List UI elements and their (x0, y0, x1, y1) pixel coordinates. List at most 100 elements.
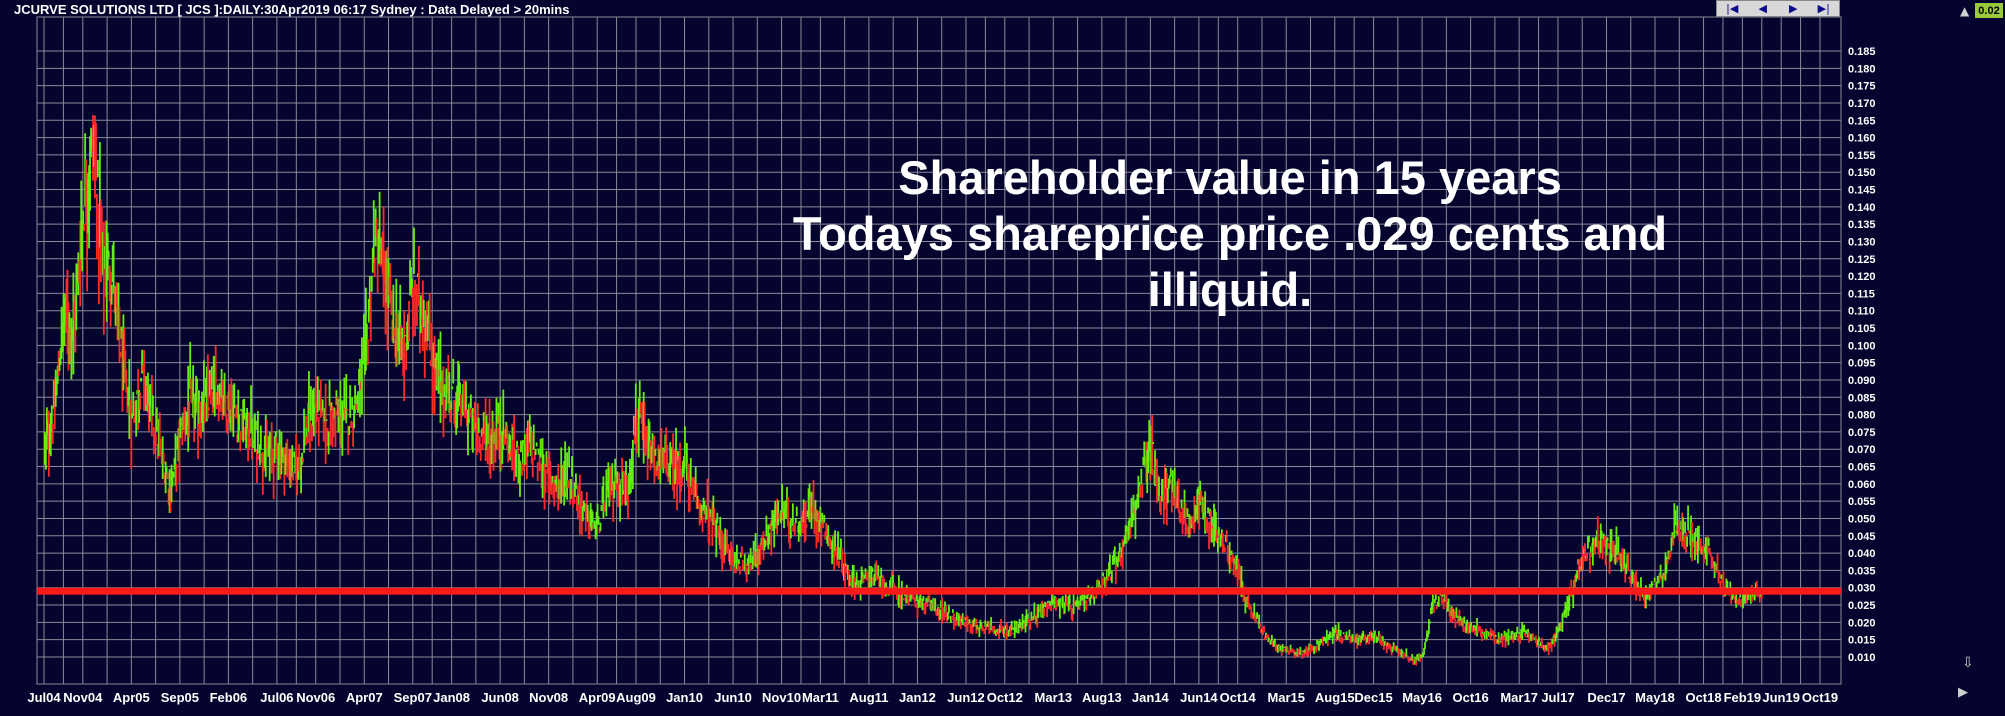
price-bar (1275, 645, 1278, 650)
price-bar (1312, 645, 1315, 650)
price-bar (1544, 644, 1547, 650)
nav-first-button[interactable]: |◀ (1726, 2, 1739, 15)
price-bar (1066, 603, 1069, 607)
price-bar (1640, 577, 1642, 591)
price-bar (1136, 493, 1139, 504)
price-bar (1194, 504, 1197, 523)
nav-last-button[interactable]: ▶| (1817, 2, 1830, 15)
price-bar (982, 628, 985, 631)
x-tick-label: Jun10 (714, 690, 752, 705)
price-bar (264, 414, 267, 478)
price-bar (1424, 642, 1426, 650)
price-bar (419, 295, 422, 334)
price-bar (1459, 615, 1462, 621)
price-bar (1463, 616, 1466, 624)
nav-prev-button[interactable]: ◀ (1758, 2, 1767, 15)
price-bar (1027, 618, 1030, 623)
price-bar (1707, 537, 1710, 546)
price-bar (533, 450, 536, 461)
price-bar (1694, 532, 1696, 561)
price-bar (555, 475, 558, 492)
price-bar (1260, 628, 1262, 634)
x-tick-label: Jun12 (947, 690, 985, 705)
price-bar (162, 452, 165, 464)
price-bar (443, 384, 446, 397)
price-bar (843, 563, 845, 581)
scroll-down-icon[interactable]: ⇩ (1962, 655, 1974, 671)
price-bar (358, 368, 360, 386)
price-bar (1749, 594, 1751, 601)
price-bar (45, 407, 48, 450)
price-bar (1414, 657, 1417, 665)
price-bar (1065, 596, 1068, 607)
price-bar (1039, 605, 1042, 613)
price-bar (402, 337, 405, 376)
price-bar (306, 428, 308, 437)
price-bar (1498, 636, 1501, 645)
price-bar (460, 393, 462, 427)
price-bar (536, 462, 539, 481)
price-bar (1161, 478, 1163, 502)
price-bar (1547, 643, 1550, 656)
price-bar (1125, 525, 1128, 544)
price-bar (1016, 623, 1019, 630)
price-bar (1083, 593, 1086, 612)
price-bar (464, 399, 466, 419)
price-bar (1108, 562, 1110, 577)
price-bar (1574, 575, 1577, 589)
price-bar (1014, 627, 1017, 632)
price-bar (1562, 612, 1565, 615)
price-bar (442, 366, 445, 438)
price-bar (1712, 561, 1715, 567)
x-tick-label: Apr07 (346, 690, 383, 705)
price-bar (94, 115, 96, 199)
price-bar (136, 390, 139, 395)
price-bar (793, 523, 796, 536)
price-bar (1292, 650, 1295, 654)
price-bar (838, 560, 840, 568)
price-bar (1339, 629, 1342, 637)
price-bar (395, 278, 398, 367)
price-bar (676, 451, 678, 511)
price-bar (783, 501, 785, 529)
price-bar (1343, 634, 1346, 637)
price-bar (768, 533, 771, 545)
price-bar (1649, 592, 1652, 600)
price-bar (310, 386, 312, 421)
price-bar (109, 271, 112, 327)
price-bar (1384, 642, 1387, 645)
price-bar (1310, 644, 1313, 649)
price-bar (83, 224, 86, 232)
price-bar (378, 191, 381, 265)
price-bar (371, 247, 374, 273)
price-bar (1254, 615, 1257, 624)
price-bar (1520, 628, 1523, 638)
arrow-right-icon[interactable]: ▶ (1958, 685, 1968, 700)
price-bar (1281, 644, 1284, 653)
price-bar (304, 427, 306, 446)
price-bar (1334, 624, 1337, 633)
price-bar (517, 445, 519, 484)
price-bar (260, 453, 263, 463)
price-bar (1566, 595, 1569, 610)
price-bar (549, 461, 552, 491)
price-bar (1294, 651, 1297, 656)
price-bar (700, 504, 703, 520)
price-bar (1236, 568, 1239, 586)
price-bar (1022, 619, 1025, 624)
price-bar (757, 545, 760, 576)
nav-next-button[interactable]: ▶ (1789, 2, 1798, 15)
price-bar (561, 465, 564, 497)
price-bar (586, 504, 589, 523)
x-tick-label: Jan14 (1132, 690, 1170, 705)
price-bar (520, 440, 522, 453)
price-bar (1720, 574, 1723, 580)
price-bar (542, 454, 545, 471)
x-tick-label: Mar13 (1035, 690, 1073, 705)
price-bar (269, 433, 272, 451)
price-bar (667, 466, 670, 482)
price-bar (1445, 592, 1448, 609)
price-bar (1676, 505, 1679, 535)
price-bar (1523, 624, 1526, 633)
price-bar (463, 379, 465, 413)
